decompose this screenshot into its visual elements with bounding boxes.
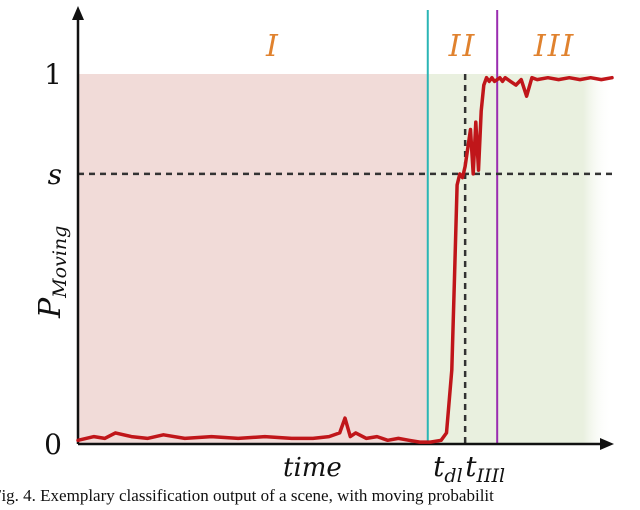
x-marker-label-2: tIIIl (465, 450, 505, 487)
y-axis-label: PMoving (33, 226, 71, 319)
x-marker-sub-1: dl (444, 465, 462, 487)
phase-region-3 (497, 74, 612, 444)
phase-label-II: II (448, 29, 477, 64)
phase-region-2 (427, 74, 498, 444)
y-tick-label-s: s (48, 158, 62, 191)
x-marker-main-1: t (433, 450, 445, 483)
reference-lines (78, 72, 612, 444)
phase-region-1 (78, 74, 428, 444)
series-line-1 (76, 75, 614, 444)
y-axis-label-sub: Moving (49, 226, 71, 299)
phase-label-I: I (265, 29, 280, 64)
series-group (76, 75, 614, 444)
figure-caption: Fig. 4. Exemplary classification output … (0, 486, 494, 505)
phase-label-III: III (533, 29, 576, 64)
y-axis-arrow (72, 6, 84, 20)
x-axis-arrow (600, 438, 614, 450)
x-marker-sub-2: IIIl (475, 465, 505, 487)
y-tick-label-0: 0 (44, 428, 62, 461)
x-axis-label: time (283, 453, 342, 483)
phase-labels: I II III (265, 29, 576, 64)
axes (72, 6, 614, 450)
x-marker-main-2: t (465, 450, 477, 483)
x-marker-label-1: tdl (433, 450, 463, 487)
phase-lines (426, 10, 499, 444)
y-tick-label-1: 1 (44, 58, 62, 91)
y-axis-label-main: P (33, 297, 68, 319)
phase-regions (78, 74, 612, 444)
